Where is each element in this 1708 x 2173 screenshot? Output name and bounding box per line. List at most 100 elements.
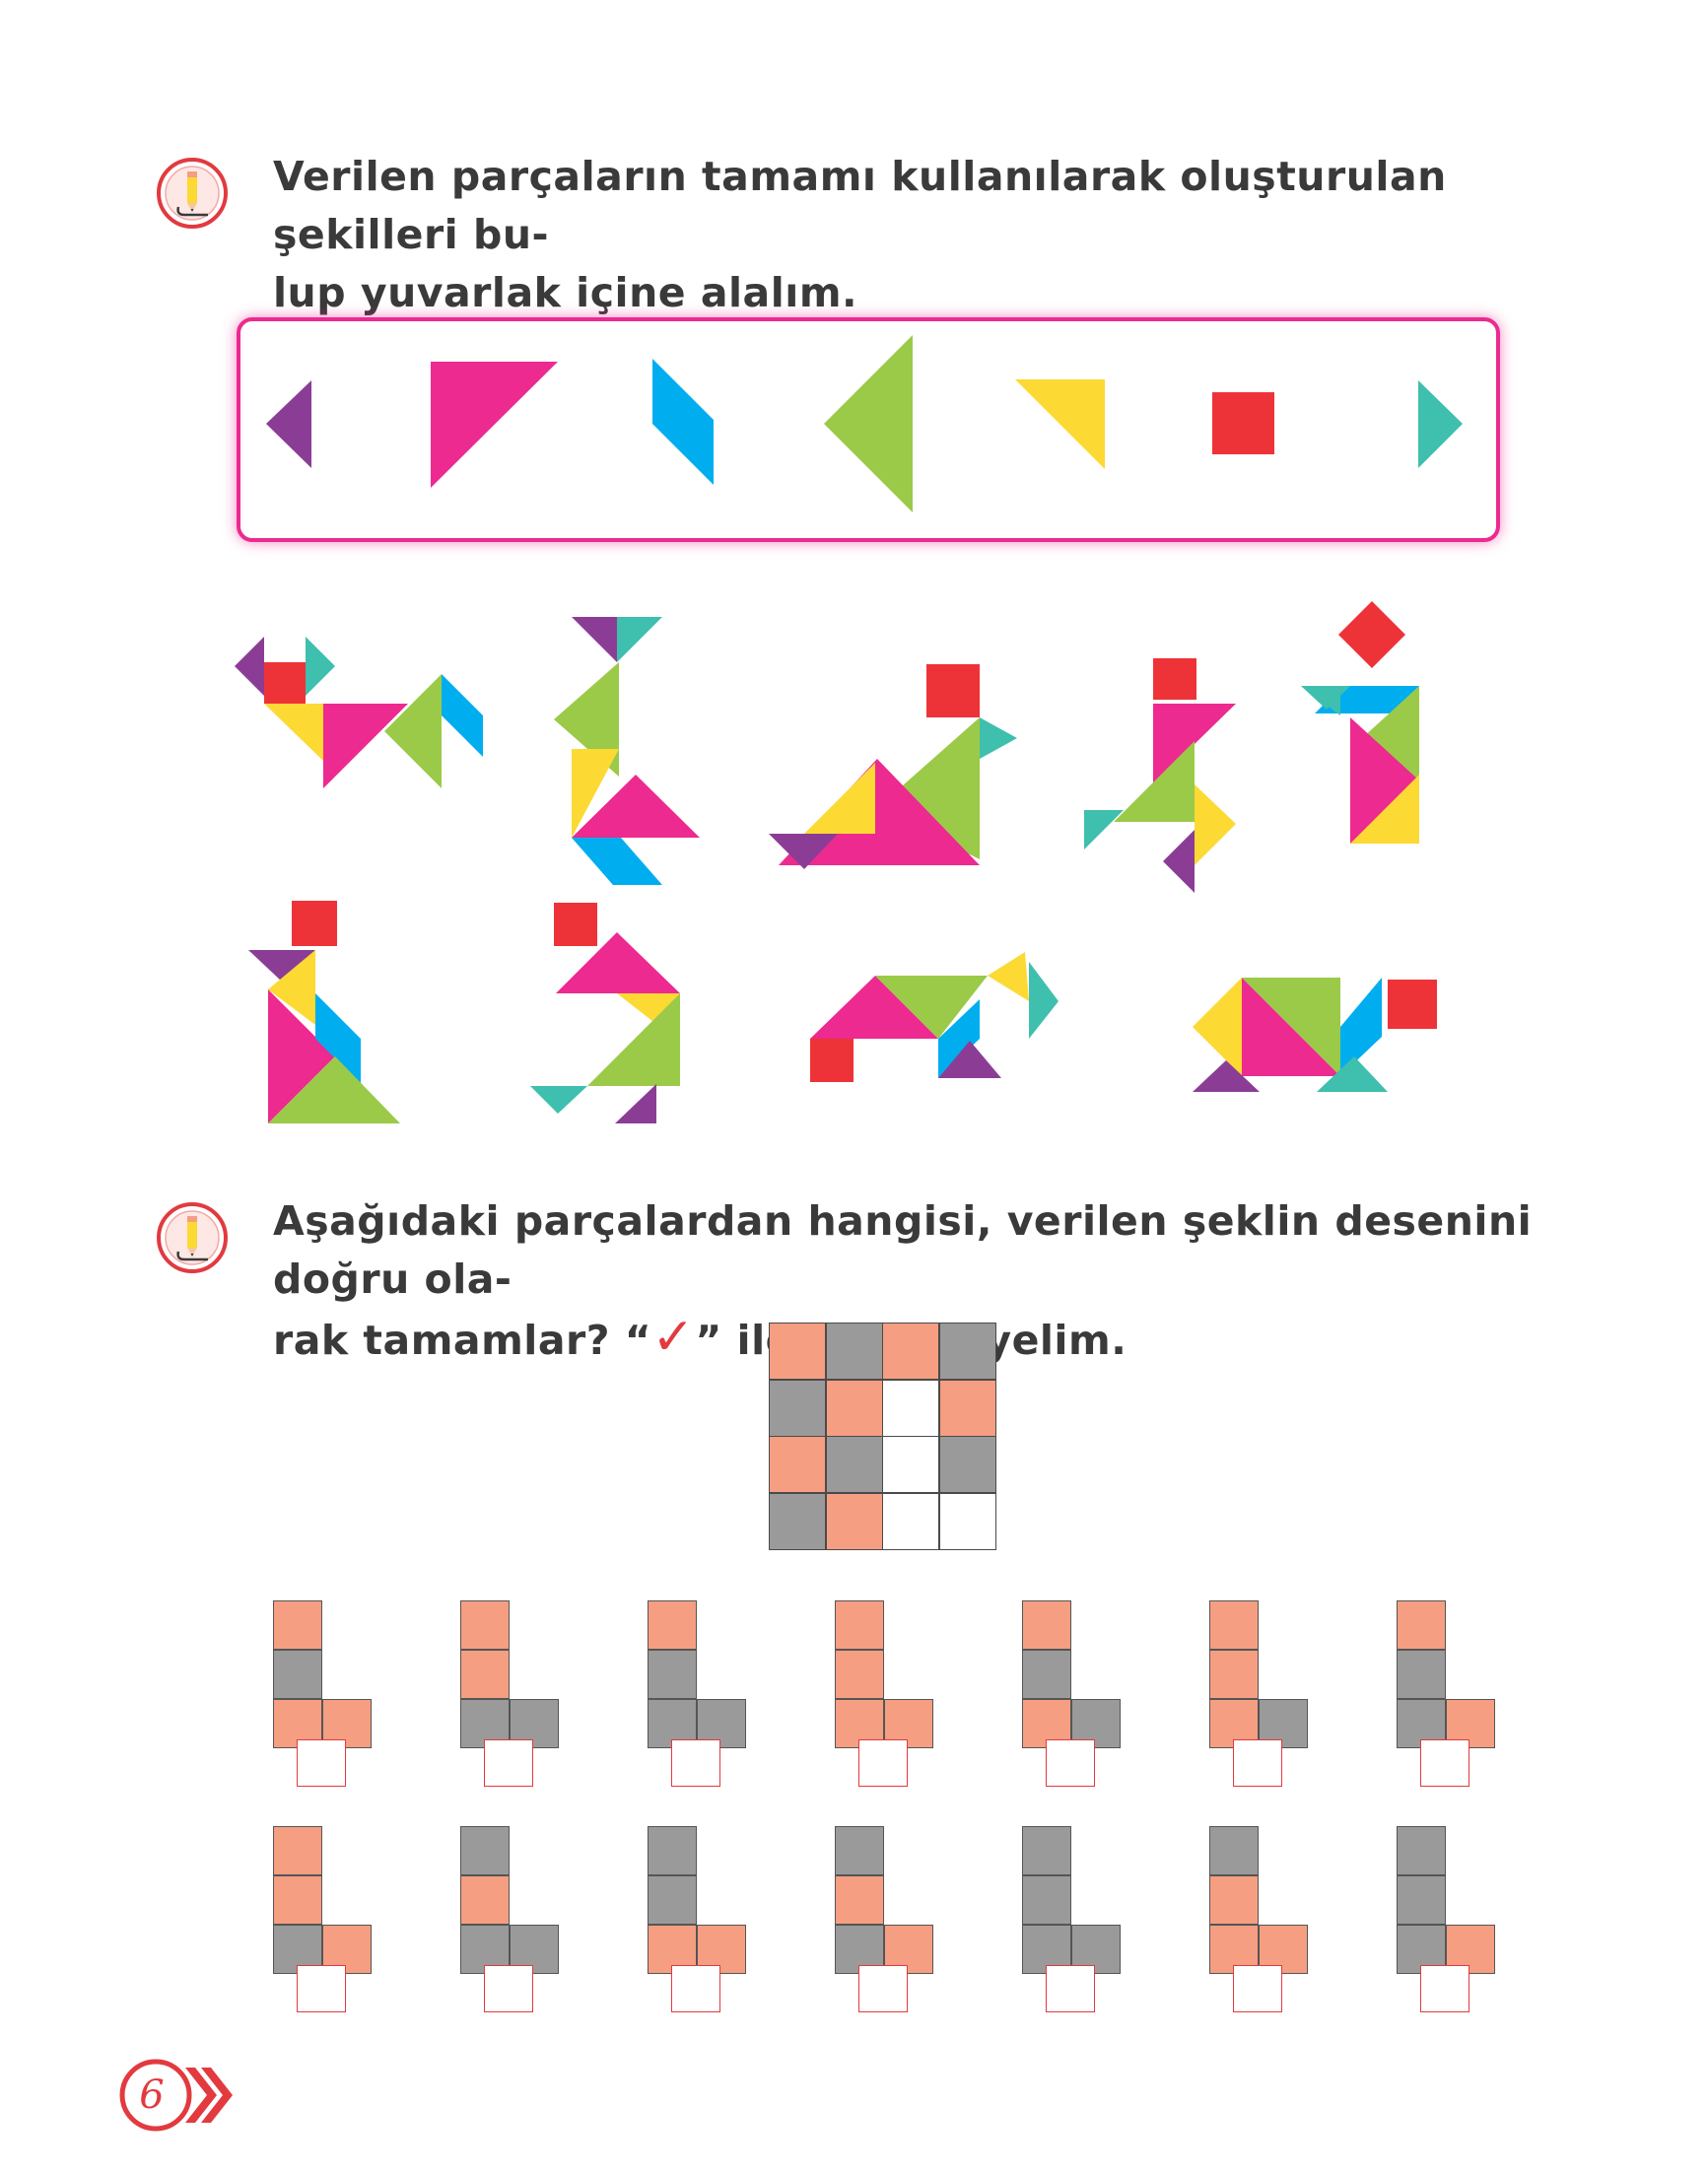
answer-checkbox[interactable] <box>484 1965 533 2012</box>
figure-cat <box>235 637 483 788</box>
option-cell <box>1022 1650 1071 1699</box>
pattern-cell <box>938 1323 996 1380</box>
pencil-question-icon <box>157 1202 228 1273</box>
answer-option <box>1397 1826 1497 2012</box>
pattern-cell <box>938 1436 996 1493</box>
option-cell <box>1022 1826 1071 1875</box>
figure-walking <box>810 952 1059 1082</box>
small-teal-triangle <box>1418 380 1463 468</box>
option-cell <box>835 1600 884 1650</box>
pattern-grid <box>769 1323 998 1552</box>
pattern-cell <box>938 1379 996 1437</box>
pattern-cell <box>769 1379 826 1437</box>
answer-checkbox[interactable] <box>671 1965 720 2012</box>
answer-checkbox[interactable] <box>671 1739 720 1787</box>
option-cell <box>460 1875 510 1925</box>
pattern-cell <box>769 1436 826 1493</box>
tangram-figures <box>235 601 1437 1123</box>
answer-option <box>1022 1826 1123 2012</box>
pattern-cell <box>882 1323 939 1380</box>
answer-checkbox[interactable] <box>1233 1965 1282 2012</box>
answer-option <box>648 1600 748 1787</box>
figure-person <box>248 901 400 1123</box>
option-cell <box>697 1925 746 1974</box>
answer-option <box>1022 1600 1123 1787</box>
option-cell <box>1397 1826 1446 1875</box>
question-1-line-2: lup yuvarlak içine alalım. <box>273 269 858 316</box>
answer-checkbox[interactable] <box>297 1739 346 1787</box>
answer-checkbox[interactable] <box>858 1965 908 2012</box>
option-cell <box>273 1875 322 1925</box>
line-2-before: rak tamamlar? “ <box>273 1317 652 1364</box>
pattern-cell <box>825 1379 883 1437</box>
pattern-cell <box>882 1436 939 1493</box>
answer-option <box>460 1600 561 1787</box>
large-pink-triangle <box>431 362 558 488</box>
answer-option <box>1397 1600 1497 1787</box>
pattern-cell <box>938 1492 996 1550</box>
answer-checkbox[interactable] <box>297 1965 346 2012</box>
tangram-pieces <box>266 335 1463 512</box>
figure-standing <box>1301 601 1419 844</box>
answer-checkbox[interactable] <box>858 1739 908 1787</box>
option-cell <box>648 1650 697 1699</box>
answer-option <box>273 1826 374 2012</box>
option-cell <box>648 1875 697 1925</box>
answer-option <box>835 1826 935 2012</box>
option-cell <box>1022 1600 1071 1650</box>
option-cell <box>273 1826 322 1875</box>
answer-checkbox[interactable] <box>1046 1739 1095 1787</box>
blue-parallelogram <box>652 359 714 485</box>
option-cell <box>460 1650 510 1699</box>
answer-option <box>1209 1600 1310 1787</box>
option-cell <box>1397 1600 1446 1650</box>
figure-duck <box>530 903 680 1123</box>
small-purple-triangle <box>266 380 311 468</box>
pattern-cell <box>825 1492 883 1550</box>
red-square <box>1212 392 1274 454</box>
option-cell <box>1209 1875 1259 1925</box>
answer-option <box>648 1826 748 2012</box>
figure-seated <box>769 664 1017 869</box>
answer-checkbox[interactable] <box>1233 1739 1282 1787</box>
option-cell <box>273 1600 322 1650</box>
option-cell <box>1209 1600 1259 1650</box>
page-number: 6 <box>139 2072 165 2118</box>
answer-option <box>835 1600 935 1787</box>
large-green-triangle <box>824 335 913 512</box>
pattern-cell <box>882 1379 939 1437</box>
answer-option <box>460 1826 561 2012</box>
answer-checkbox[interactable] <box>1046 1965 1095 2012</box>
answer-checkbox[interactable] <box>484 1739 533 1787</box>
option-cell <box>1397 1650 1446 1699</box>
option-cell <box>835 1826 884 1875</box>
question-2-line-1: Aşağıdaki parçalardan hangisi, verilen ş… <box>273 1197 1533 1303</box>
answer-option <box>1209 1826 1310 2012</box>
question-1-line-1: Verilen parçaların tamamı kullanılarak o… <box>273 153 1447 258</box>
option-cell <box>1209 1826 1259 1875</box>
option-cell <box>1397 1875 1446 1925</box>
option-cell <box>273 1650 322 1699</box>
option-cell <box>1209 1650 1259 1699</box>
option-cell <box>835 1650 884 1699</box>
pattern-cell <box>825 1323 883 1380</box>
pattern-cell <box>825 1436 883 1493</box>
checkmark-icon: ✓ <box>651 1308 696 1367</box>
figure-runner <box>1084 658 1236 893</box>
figure-swan <box>554 617 700 885</box>
answer-checkbox[interactable] <box>1420 1739 1469 1787</box>
page-number-badge <box>119 2059 233 2132</box>
answer-option <box>273 1600 374 1787</box>
option-cell <box>648 1826 697 1875</box>
option-cell <box>460 1826 510 1875</box>
option-cell <box>648 1600 697 1650</box>
option-cell <box>1022 1875 1071 1925</box>
pattern-cell <box>769 1323 826 1380</box>
pattern-cell <box>882 1492 939 1550</box>
medium-yellow-triangle <box>1015 379 1105 469</box>
option-cell <box>460 1600 510 1650</box>
figure-dog <box>1193 978 1437 1092</box>
answer-checkbox[interactable] <box>1420 1965 1469 2012</box>
pattern-cell <box>769 1492 826 1550</box>
pencil-question-icon <box>157 158 228 229</box>
